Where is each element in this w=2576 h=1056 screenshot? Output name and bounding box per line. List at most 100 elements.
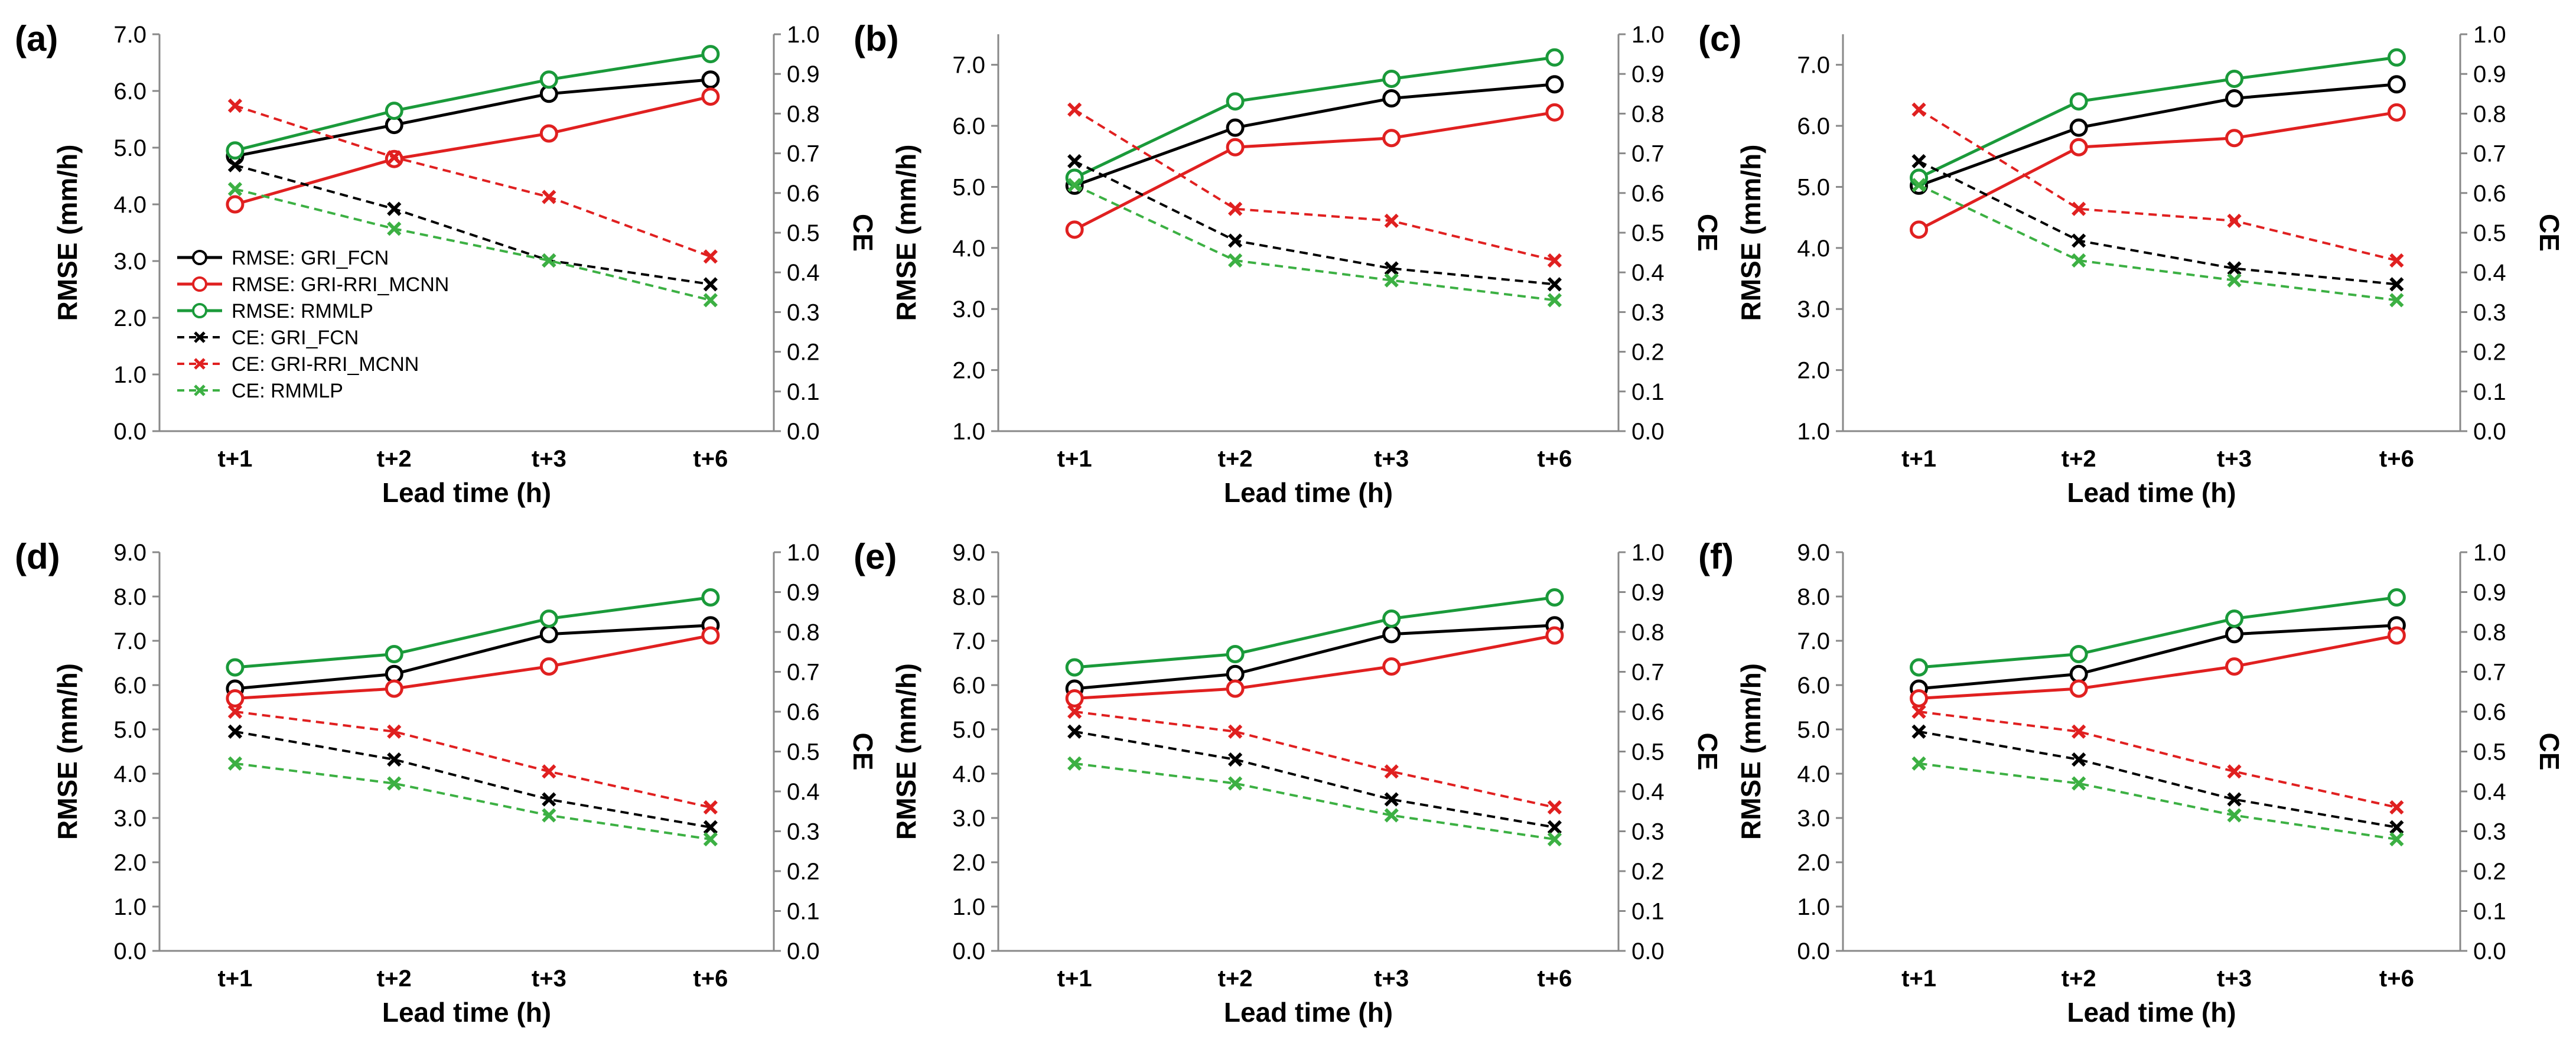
- y-tick-label-right: 0.1: [1631, 379, 1665, 405]
- y-tick-label-left: 1.0: [1797, 419, 1830, 445]
- y-axis-title-left: RMSE (mm/h): [891, 663, 921, 840]
- series-line-3: [1919, 730, 2397, 829]
- data-point: [1547, 820, 1562, 835]
- data-point: [1227, 752, 1243, 767]
- series-line-2: [1074, 56, 1555, 180]
- data-point: [2072, 752, 2086, 767]
- y-tick-label-right: 0.7: [2473, 660, 2506, 686]
- data-point: [1384, 808, 1399, 823]
- data-point: [1910, 220, 1929, 239]
- x-tick-label: t+1: [217, 966, 252, 992]
- x-tick-label: t+6: [1537, 966, 1572, 992]
- x-tick-label: t+1: [217, 446, 252, 472]
- data-point: [1227, 724, 1243, 739]
- y-tick-label-right: 0.7: [787, 660, 820, 686]
- y-tick-label-left: 4.0: [952, 761, 985, 787]
- legend-marker: [194, 384, 206, 396]
- data-point: [2225, 657, 2244, 676]
- data-point: [539, 657, 558, 676]
- data-point: [2227, 764, 2242, 779]
- y-tick-label-left: 4.0: [1797, 761, 1830, 787]
- data-point: [2069, 138, 2088, 157]
- panel-a: 0.0 1.0 2.0 3.0 4.0 5.0 6.0 7.0 0.0 0.1 0.2 0.3 0.4 0…: [15, 19, 878, 508]
- data-point: [1382, 89, 1401, 108]
- x-tick-label: t+2: [2062, 446, 2096, 472]
- data-point: [2387, 588, 2406, 607]
- data-point: [2387, 103, 2406, 122]
- y-tick-label-right: 0.6: [787, 699, 820, 725]
- y-tick-label-right: 0.3: [787, 819, 820, 845]
- legend-label: CE: RMMLP: [232, 380, 343, 402]
- data-point: [226, 689, 245, 708]
- data-point: [2069, 118, 2088, 137]
- y-tick-label-right: 0.1: [1631, 899, 1665, 925]
- y-tick-label-left: 7.0: [1797, 628, 1830, 654]
- y-tick-label-left: 1.0: [113, 362, 146, 388]
- series-line-0: [235, 78, 711, 158]
- data-point: [701, 588, 720, 607]
- data-point: [703, 820, 718, 835]
- data-point: [226, 658, 245, 677]
- x-tick-label: t+2: [1218, 966, 1253, 992]
- series-line-5: [1918, 184, 2397, 302]
- y-tick-label-left: 0.0: [1797, 938, 1830, 964]
- y-tick-label-left: 5.0: [113, 135, 146, 161]
- data-point: [1067, 102, 1082, 117]
- data-point: [542, 808, 556, 823]
- data-point: [387, 724, 402, 739]
- y-tick-label-left: 0.0: [113, 938, 146, 964]
- series-line-4: [1074, 108, 1555, 262]
- data-point: [2227, 213, 2242, 228]
- data-point: [385, 679, 403, 698]
- y-tick-label-right: 0.2: [787, 859, 820, 885]
- data-point: [1911, 178, 1926, 193]
- y-tick-label-left: 1.0: [113, 894, 146, 920]
- series-line-1: [1074, 634, 1555, 700]
- data-point: [2225, 69, 2244, 88]
- series-line-5: [1074, 184, 1555, 302]
- data-point: [387, 150, 402, 165]
- data-point: [1226, 645, 1245, 663]
- series-line-1: [235, 95, 711, 206]
- y-tick-label-left: 6.0: [113, 79, 146, 105]
- y-tick-label-right: 0.1: [2473, 899, 2506, 925]
- data-point: [1545, 626, 1564, 645]
- y-tick-label-right: 0.4: [1631, 779, 1665, 805]
- data-point: [542, 764, 556, 779]
- x-tick-label: t+2: [2062, 966, 2096, 992]
- y-tick-label-left: 8.0: [1797, 584, 1830, 610]
- y-tick-label-right: 0.4: [2473, 779, 2506, 805]
- y-tick-label-right: 0.5: [2473, 220, 2506, 246]
- data-point: [226, 195, 245, 214]
- data-point: [226, 141, 245, 160]
- series-line-2: [1918, 56, 2397, 180]
- y-tick-label-right: 0.6: [1631, 181, 1665, 207]
- data-point: [1226, 92, 1245, 111]
- y-tick-label-right: 0.0: [2473, 938, 2506, 964]
- y-axis-title-left: RMSE (mm/h): [52, 663, 83, 840]
- y-tick-label-left: 7.0: [113, 22, 146, 48]
- y-tick-label-right: 0.3: [1631, 819, 1665, 845]
- y-tick-label-left: 6.0: [952, 673, 985, 699]
- data-point: [1545, 103, 1564, 122]
- data-point: [1545, 48, 1564, 67]
- series-line-1: [235, 634, 711, 700]
- data-point: [1227, 233, 1243, 248]
- series-line-2: [1919, 596, 2397, 669]
- panel-b: 1.0 2.0 3.0 4.0 5.0 6.0 7.0 0.0 0.1 0.2 0.3 0.4 0.5 0…: [854, 19, 1723, 508]
- series-line-2: [235, 53, 711, 152]
- data-point: [542, 792, 556, 807]
- panel-label: (b): [854, 19, 899, 58]
- x-tick-label: t+3: [532, 446, 566, 472]
- data-point: [1067, 756, 1082, 771]
- data-point: [1065, 220, 1084, 239]
- series-line-4: [235, 710, 711, 809]
- data-point: [2225, 625, 2244, 644]
- y-tick-label-left: 9.0: [113, 540, 146, 566]
- data-point: [539, 70, 558, 89]
- y-tick-label-right: 0.8: [2473, 620, 2506, 646]
- y-tick-label-right: 0.5: [1631, 739, 1665, 765]
- x-tick-label: t+1: [1901, 966, 1936, 992]
- y-axis-title-right: CE: [1692, 214, 1723, 252]
- data-point: [2387, 48, 2406, 67]
